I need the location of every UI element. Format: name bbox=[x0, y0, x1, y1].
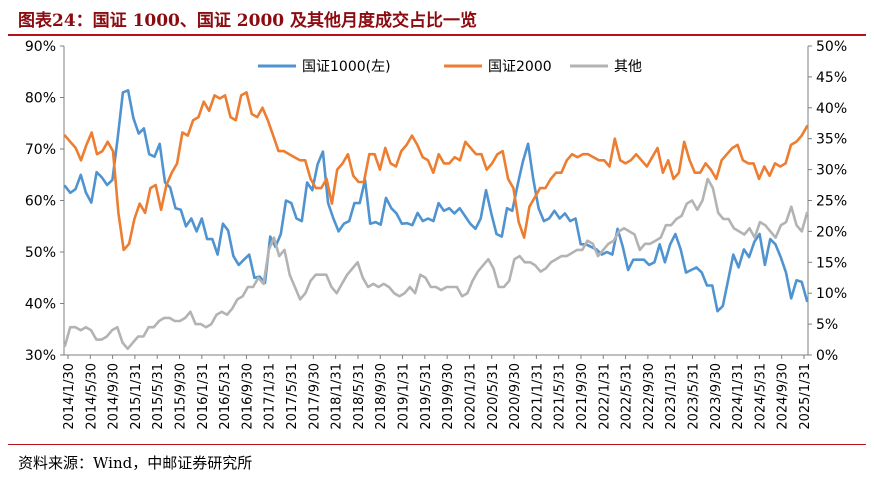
legend-label-3: 其他 bbox=[614, 59, 642, 75]
series-line-2 bbox=[63, 91, 809, 252]
x-tick-label: 2022/1/31 bbox=[597, 363, 612, 430]
x-tick-label: 2023/5/31 bbox=[686, 363, 701, 430]
x-tick-label: 2025/1/31 bbox=[798, 363, 813, 430]
x-tick-label: 2017/9/30 bbox=[307, 363, 322, 430]
x-tick-label: 2015/1/31 bbox=[129, 363, 144, 430]
legend-label-2: 国证2000 bbox=[488, 59, 552, 75]
legend-label-1: 国证1000(左) bbox=[302, 59, 391, 75]
x-tick-label: 2018/9/30 bbox=[374, 363, 389, 430]
x-tick-label: 2016/9/30 bbox=[240, 363, 255, 430]
x-tick-label: 2020/9/30 bbox=[508, 363, 523, 430]
right-tick-label: 40% bbox=[816, 101, 847, 117]
legend: 国证1000(左) 国证2000 其他 bbox=[258, 59, 642, 75]
x-tick-label: 2024/1/31 bbox=[731, 363, 746, 430]
x-tick-label: 2023/1/31 bbox=[664, 363, 679, 430]
axes: 30% 40% 50% 60% 70% 80% 90% 0% 5% 10% 15% 20% 25% 30%… bbox=[25, 39, 847, 430]
right-tick-label: 45% bbox=[816, 70, 847, 86]
x-tick-label: 2018/5/31 bbox=[352, 363, 367, 430]
x-tick-label: 2021/5/31 bbox=[553, 363, 568, 430]
right-tick-label: 35% bbox=[816, 132, 847, 148]
x-tick-label: 2020/1/31 bbox=[463, 363, 478, 430]
x-tick-label: 2023/9/30 bbox=[709, 363, 724, 430]
x-tick-label: 2024/5/31 bbox=[753, 363, 768, 430]
right-tick-label: 30% bbox=[816, 163, 847, 179]
x-tick-label: 2016/1/31 bbox=[196, 363, 211, 430]
x-tick-label: 2014/5/30 bbox=[84, 363, 99, 430]
left-tick-label: 50% bbox=[25, 245, 56, 261]
x-tick-label: 2017/1/31 bbox=[263, 363, 278, 430]
x-tick-label: 2022/9/30 bbox=[642, 363, 657, 430]
x-tick-label: 2019/5/31 bbox=[419, 363, 434, 430]
x-tick-label: 2015/9/30 bbox=[174, 363, 189, 430]
x-tick-label: 2014/9/30 bbox=[107, 363, 122, 430]
chart-title: 图表24：国证 1000、国证 2000 及其他月度成交占比一览 bbox=[18, 11, 478, 31]
x-tick-label: 2017/5/31 bbox=[285, 363, 300, 430]
left-tick-label: 70% bbox=[25, 142, 56, 158]
left-tick-label: 60% bbox=[25, 194, 56, 210]
left-tick-label: 80% bbox=[25, 91, 56, 107]
x-tick-label: 2014/1/30 bbox=[62, 363, 77, 430]
x-tick-label: 2021/9/30 bbox=[575, 363, 590, 430]
right-tick-label: 5% bbox=[816, 317, 838, 333]
line-chart: 30% 40% 50% 60% 70% 80% 90% 0% 5% 10% 15% 20% 25% 30%… bbox=[25, 39, 847, 430]
series-layer bbox=[63, 89, 809, 351]
right-tick-label: 10% bbox=[816, 286, 847, 302]
title-rule bbox=[8, 34, 866, 36]
series-line-3 bbox=[63, 177, 809, 351]
x-tick-label: 2019/1/31 bbox=[397, 363, 412, 430]
right-tick-label: 20% bbox=[816, 224, 847, 240]
right-tick-label: 25% bbox=[816, 194, 847, 210]
x-tick-label: 2024/9/30 bbox=[776, 363, 791, 430]
left-tick-label: 30% bbox=[25, 348, 56, 364]
right-tick-label: 0% bbox=[816, 348, 838, 364]
x-tick-label: 2022/5/31 bbox=[620, 363, 635, 430]
x-tick-label: 2016/5/31 bbox=[218, 363, 233, 430]
series-line-1 bbox=[63, 89, 809, 313]
source-note: 资料来源：Wind，中邮证券研究所 bbox=[18, 454, 253, 472]
right-tick-label: 50% bbox=[816, 39, 847, 55]
x-tick-label: 2021/1/31 bbox=[530, 363, 545, 430]
x-tick-label: 2019/9/30 bbox=[441, 363, 456, 430]
x-tick-label: 2015/5/31 bbox=[151, 363, 166, 430]
source-rule bbox=[8, 444, 866, 445]
left-tick-label: 90% bbox=[25, 39, 56, 55]
left-tick-label: 40% bbox=[25, 297, 56, 313]
right-tick-label: 15% bbox=[816, 255, 847, 271]
x-tick-label: 2020/5/31 bbox=[486, 363, 501, 430]
x-tick-label: 2018/1/31 bbox=[330, 363, 345, 430]
